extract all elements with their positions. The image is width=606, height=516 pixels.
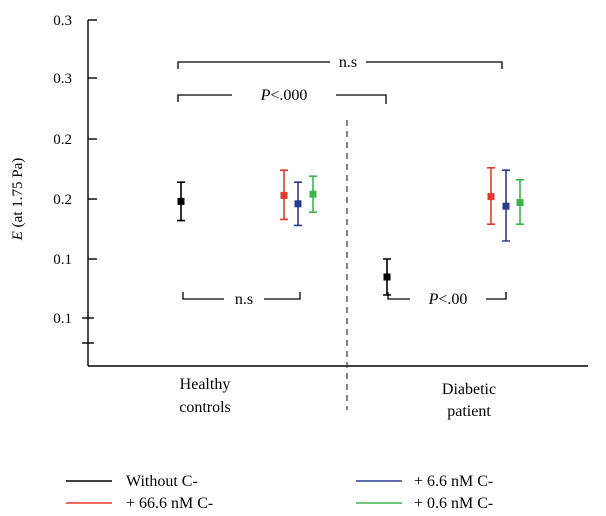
data-point bbox=[294, 200, 302, 208]
data-point bbox=[516, 199, 524, 207]
y-tick-label: 0.3 bbox=[53, 71, 72, 87]
legend-label: + 0.6 nM C- bbox=[414, 495, 493, 512]
bracket-line bbox=[177, 94, 387, 104]
bracket-label: P<.000 bbox=[260, 87, 308, 104]
error-bar-point bbox=[502, 169, 510, 242]
y-axis-label-symbol: E bbox=[10, 231, 26, 241]
error-bar-point bbox=[294, 181, 302, 227]
error-bar-point bbox=[309, 175, 317, 213]
group-label-diabetic-line2: patient bbox=[447, 403, 491, 420]
group-label-diabetic-line1: Diabetic bbox=[442, 381, 496, 398]
axes bbox=[82, 20, 588, 410]
annotation-top-bracket: n.s bbox=[177, 54, 503, 71]
error-bar-point bbox=[516, 179, 524, 225]
y-axis-label: E (at 1.75 Pa) bbox=[10, 158, 26, 242]
bracket-label-value: <.00 bbox=[438, 291, 467, 308]
data-point bbox=[309, 190, 317, 198]
data-marks bbox=[177, 167, 524, 296]
data-point bbox=[502, 202, 510, 210]
error-bar-point bbox=[280, 169, 288, 221]
legend-item: + 0.6 nM C- bbox=[356, 495, 493, 512]
data-point bbox=[177, 197, 185, 205]
data-point bbox=[487, 193, 495, 201]
y-tick-label: 0.2 bbox=[53, 192, 72, 208]
bracket-label-p: P bbox=[260, 87, 271, 104]
legend-label: Without C- bbox=[126, 473, 198, 490]
y-tick-label: 0.1 bbox=[53, 252, 72, 268]
y-tick-label: 0.2 bbox=[53, 132, 72, 148]
bracket-label: n.s bbox=[339, 54, 357, 71]
annotation-healthy-within: n.s bbox=[182, 291, 301, 308]
legend-item: Without C- bbox=[66, 473, 198, 490]
legend-item: + 6.6 nM C- bbox=[356, 473, 493, 490]
group-label-healthy-line2: controls bbox=[179, 399, 231, 416]
y-tick-label: 0.3 bbox=[53, 13, 72, 29]
legend-item: + 66.6 nM C- bbox=[66, 495, 213, 512]
group-label-healthy-line1: Healthy bbox=[180, 376, 231, 393]
legend-label: + 66.6 nM C- bbox=[126, 495, 213, 512]
annotation-diabetic-within: P<.00 bbox=[387, 291, 507, 308]
data-point bbox=[383, 273, 391, 281]
data-point bbox=[280, 191, 288, 199]
annotation-healthy-vs-diabetic-bracket: P<.000 bbox=[177, 87, 387, 104]
y-ticks: 0.3 0.3 0.2 0.2 0.1 0.1 bbox=[53, 13, 97, 327]
error-bar-point bbox=[177, 181, 185, 222]
y-axis-label-unit: (at 1.75 Pa) bbox=[10, 158, 26, 231]
bracket-label: P<.00 bbox=[428, 291, 468, 308]
legend-label: + 6.6 nM C- bbox=[414, 473, 493, 490]
bracket-line bbox=[177, 61, 503, 69]
bracket-line bbox=[182, 292, 301, 300]
y-tick-label: 0.1 bbox=[53, 311, 72, 327]
error-bar-point bbox=[383, 258, 391, 296]
bracket-label-p: P bbox=[428, 291, 439, 308]
bracket-label-value: <.000 bbox=[270, 87, 307, 104]
bracket-label: n.s bbox=[235, 291, 253, 308]
error-bar-point bbox=[487, 167, 495, 225]
legend: Without C- + 66.6 nM C- + 6.6 nM C- + 0.… bbox=[66, 473, 493, 512]
